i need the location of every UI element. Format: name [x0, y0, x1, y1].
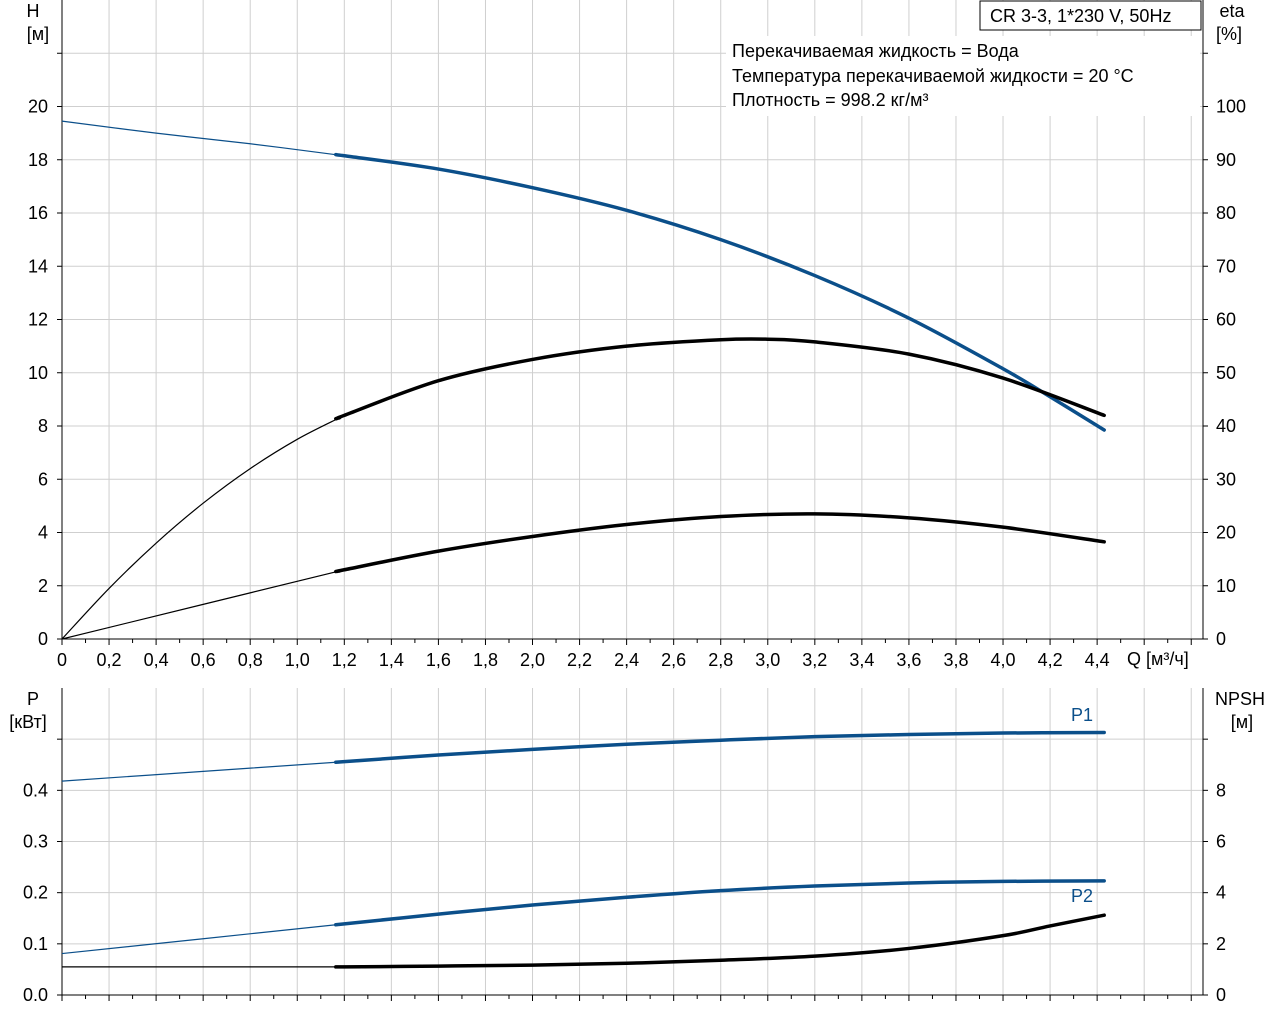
series-1-curve-extended	[61, 120, 340, 156]
x-tick-label: 3,2	[802, 650, 827, 670]
x-tick-label: 0	[57, 650, 67, 670]
right-tick-label: 40	[1216, 416, 1236, 436]
title-box-frame	[979, 0, 1202, 31]
right-tick-label: 2	[1216, 934, 1226, 954]
x-tick-label: 4,4	[1085, 650, 1110, 670]
right-tick-label: 100	[1216, 97, 1246, 117]
x-tick-label: 2,6	[661, 650, 686, 670]
right-tick-label: 60	[1216, 310, 1236, 330]
info-temperature: Температура перекачиваемой жидкости = 20…	[732, 66, 1134, 86]
x-tick-label: 0,4	[144, 650, 169, 670]
x-tick-label: 3,4	[849, 650, 874, 670]
right-tick-label: 6	[1216, 832, 1226, 852]
right-tick-label: 70	[1216, 256, 1236, 276]
bottom-left-axis-unit: [кВт]	[9, 712, 47, 732]
x-tick-label: 2,4	[614, 650, 639, 670]
left-tick-label: 6	[38, 469, 48, 489]
p2-curve-operating	[334, 879, 1106, 927]
x-tick-label: 1,2	[332, 650, 357, 670]
x-tick-label: 3,0	[755, 650, 780, 670]
left-tick-label: 8	[38, 416, 48, 436]
right-tick-label: 80	[1216, 203, 1236, 223]
series-3-curve-operating	[334, 512, 1106, 574]
left-tick-label: 10	[28, 363, 48, 383]
left-tick-label: 12	[28, 310, 48, 330]
x-tick-label: 3,8	[943, 650, 968, 670]
top-right-axis-title: eta	[1219, 1, 1245, 21]
bottom-right-axis-title: NPSH	[1215, 689, 1265, 709]
series-2-curve-operating	[334, 337, 1106, 421]
right-tick-label: 50	[1216, 363, 1236, 383]
p1-series-label: P1	[1071, 705, 1093, 725]
p2-curve-extended	[61, 923, 340, 955]
info-density: Плотность = 998.2 кг/м³	[732, 90, 928, 110]
title-box: CR 3-3, 1*230 V, 50Hz	[979, 0, 1202, 31]
right-tick-label: 90	[1216, 150, 1236, 170]
left-tick-label: 0.3	[23, 832, 48, 852]
info-box: Перекачиваемая жидкость = Вода Температу…	[726, 36, 1200, 116]
bottom-right-axis-unit: [м]	[1231, 712, 1253, 732]
left-tick-label: 0.1	[23, 934, 48, 954]
x-tick-label: 2,8	[708, 650, 733, 670]
top-left-axis-unit: [м]	[27, 24, 49, 44]
series-3-curve-extended	[61, 570, 340, 640]
info-box-background	[726, 36, 1200, 116]
x-axis-title: Q [м³/ч]	[1127, 649, 1189, 669]
p2-series-label: P2	[1071, 886, 1093, 906]
x-tick-label: 4,2	[1038, 650, 1063, 670]
x-tick-label: 2,2	[567, 650, 592, 670]
x-tick-label: 1,6	[426, 650, 451, 670]
x-tick-label: 1,0	[285, 650, 310, 670]
top-right-axis-unit: [%]	[1216, 24, 1242, 44]
x-tick-label: 2,0	[520, 650, 545, 670]
left-tick-label: 0	[38, 629, 48, 649]
left-tick-label: 0.2	[23, 883, 48, 903]
x-tick-label: 0,6	[191, 650, 216, 670]
x-tick-label: 1,4	[379, 650, 404, 670]
right-tick-label: 20	[1216, 523, 1236, 543]
x-tick-label: 4,0	[991, 650, 1016, 670]
right-tick-label: 4	[1216, 883, 1226, 903]
pump-model-title: CR 3-3, 1*230 V, 50Hz	[990, 6, 1171, 26]
x-tick-label: 1,8	[473, 650, 498, 670]
left-tick-label: 16	[28, 203, 48, 223]
top-left-axis-title: H	[27, 1, 40, 21]
x-tick-label: 0,2	[97, 650, 122, 670]
right-tick-label: 0	[1216, 985, 1226, 1005]
left-tick-label: 18	[28, 150, 48, 170]
right-tick-label: 0	[1216, 629, 1226, 649]
info-liquid: Перекачиваемая жидкость = Вода	[732, 41, 1020, 61]
left-tick-label: 0.0	[23, 985, 48, 1005]
p1-curve-operating	[334, 730, 1106, 765]
left-tick-label: 14	[28, 256, 48, 276]
right-tick-label: 30	[1216, 469, 1236, 489]
x-tick-label: 0,8	[238, 650, 263, 670]
left-tick-label: 20	[28, 97, 48, 117]
series-1-curve-operating	[334, 152, 1106, 432]
bottom-left-axis-title: P	[27, 689, 39, 709]
bottom-plot: 0.0 0.1 0.2 0.3 0.4 0 2 4 6 8	[23, 688, 1226, 1005]
p1-curve-extended	[61, 761, 340, 782]
series-2-curve-extended	[61, 417, 340, 640]
x-tick-label: 3,6	[896, 650, 921, 670]
right-tick-label: 10	[1216, 576, 1236, 596]
series-3-curve-operating	[334, 913, 1106, 969]
right-tick-label: 8	[1216, 780, 1226, 800]
left-tick-label: 4	[38, 523, 48, 543]
left-tick-label: 2	[38, 576, 48, 596]
left-tick-label: 0.4	[23, 780, 48, 800]
